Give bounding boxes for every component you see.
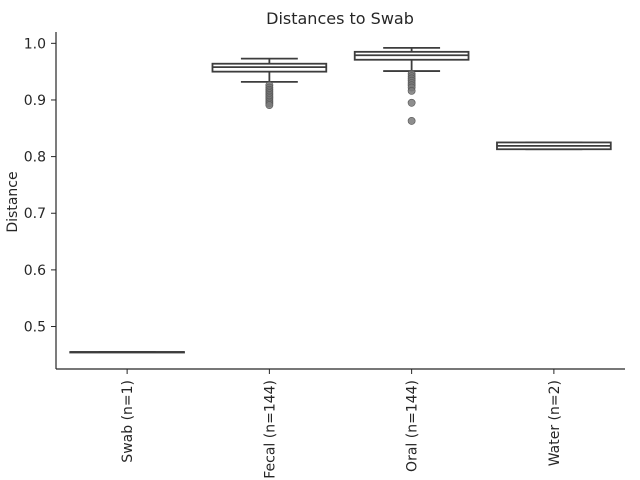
x-tick-label: Fecal (n=144) [262,380,278,479]
x-tick-label: Swab (n=1) [120,380,136,463]
y-tick-label: 1.0 [24,36,46,52]
box-0 [69,351,185,354]
y-axis-label: Distance [5,171,21,232]
y-axis-ticks: 0.5 0.6 0.7 0.8 0.9 1.0 [24,36,56,336]
box-1 [211,57,328,109]
outlier-point [265,101,274,109]
y-tick-label: 0.7 [24,206,46,222]
outlier-point [407,117,416,125]
y-tick-label: 0.5 [24,320,46,336]
outlier-point [407,87,416,95]
box-2 [353,46,470,125]
box-series [69,46,612,354]
outlier-point [407,98,416,107]
x-axis-ticks: Swab (n=1) Fecal (n=144) Oral (n=144) Water… [120,369,563,479]
x-tick-label: Oral (n=144) [405,380,421,472]
x-tick-label: Water (n=2) [547,380,563,466]
chart-title: Distances to Swab [266,9,414,28]
y-tick-label: 0.6 [24,263,46,279]
y-tick-label: 0.8 [24,150,46,166]
box-3 [496,141,612,151]
y-tick-label: 0.9 [24,93,46,109]
